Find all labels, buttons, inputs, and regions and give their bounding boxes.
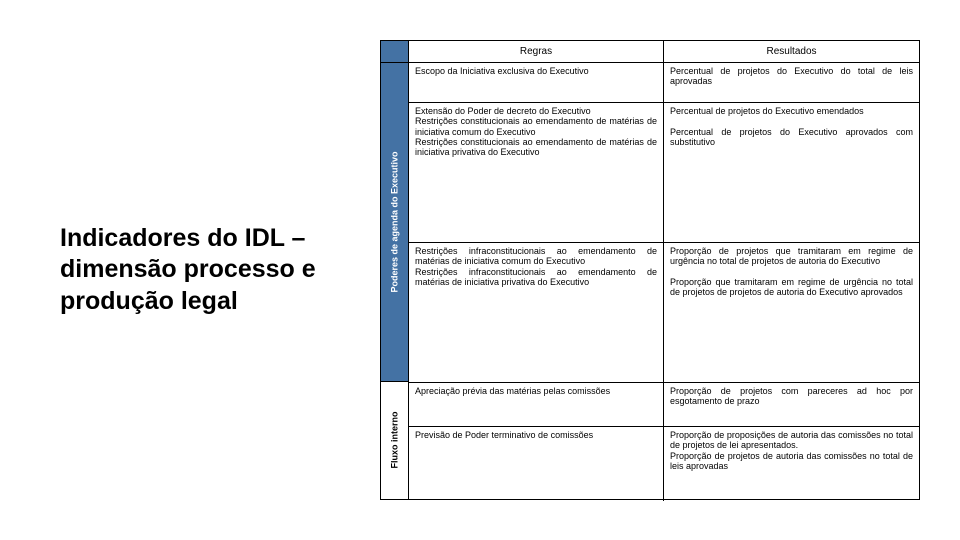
table-row: Previsão de Poder terminativo de comissõ… [409, 427, 919, 501]
slide: Indicadores do IDL – dimensão processo e… [0, 0, 960, 540]
cell-regras: Escopo da Iniciativa exclusiva do Execut… [409, 63, 664, 102]
category-label: Fluxo interno [390, 412, 400, 469]
indicators-table: Poderes de agenda do Executivo Fluxo int… [380, 40, 920, 500]
category-column: Poderes de agenda do Executivo Fluxo int… [381, 41, 409, 499]
category-blank [381, 41, 408, 63]
cell-regras: Apreciação prévia das matérias pelas com… [409, 383, 664, 426]
cell-regras: Restrições infraconstitucionais ao emend… [409, 243, 664, 382]
cell-resultados: Proporção de proposições de autoria das … [664, 427, 919, 501]
cell-resultados: Percentual de projetos do Executivo emen… [664, 103, 919, 242]
category-fluxo-interno: Fluxo interno [381, 382, 408, 499]
table-grid: Regras Resultados Escopo da Iniciativa e… [409, 41, 919, 499]
table-row: Apreciação prévia das matérias pelas com… [409, 383, 919, 427]
table-row: Restrições infraconstitucionais ao emend… [409, 243, 919, 383]
title-block: Indicadores do IDL – dimensão processo e… [60, 223, 380, 317]
table-row: Extensão do Poder de decreto do Executiv… [409, 103, 919, 243]
page-title: Indicadores do IDL – dimensão processo e… [60, 223, 350, 317]
category-poderes-agenda: Poderes de agenda do Executivo [381, 63, 408, 382]
header-regras: Regras [409, 41, 664, 62]
cell-regras: Extensão do Poder de decreto do Executiv… [409, 103, 664, 242]
header-resultados: Resultados [664, 41, 919, 62]
cell-resultados: Proporção de projetos com pareceres ad h… [664, 383, 919, 426]
cell-regras: Previsão de Poder terminativo de comissõ… [409, 427, 664, 501]
table-header-row: Regras Resultados [409, 41, 919, 63]
table-row: Escopo da Iniciativa exclusiva do Execut… [409, 63, 919, 103]
cell-resultados: Proporção de projetos que tramitaram em … [664, 243, 919, 382]
cell-resultados: Percentual de projetos do Executivo do t… [664, 63, 919, 102]
category-label: Poderes de agenda do Executivo [390, 151, 400, 292]
